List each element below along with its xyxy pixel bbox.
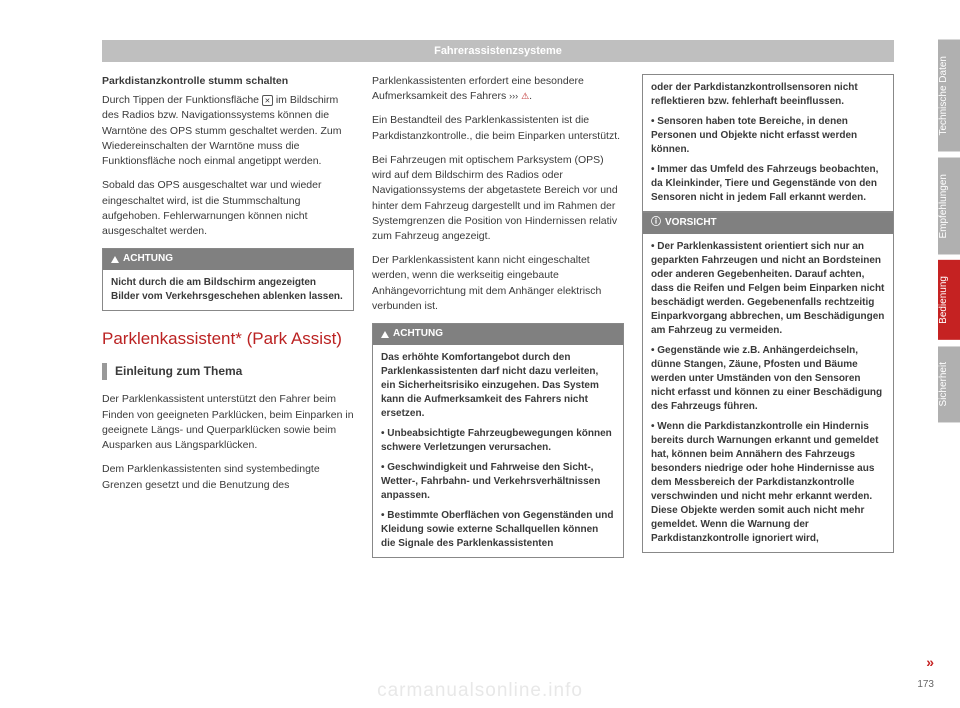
achtung-text: Das erhöhte Komfortangebot durch den Par… (381, 351, 615, 421)
paragraph: Bei Fahrzeugen mit optischem Parksystem … (372, 153, 624, 244)
tab-empfehlungen[interactable]: Empfehlungen (938, 158, 960, 255)
warning-triangle-icon (381, 331, 389, 338)
achtung-body: Das erhöhte Komfortangebot durch den Par… (373, 345, 623, 557)
warning-icon: ⚠ (521, 90, 529, 103)
content-columns: Parkdistanzkontrolle stumm schalten Durc… (102, 74, 894, 563)
achtung-label: ACHTUNG (393, 327, 443, 342)
vorsicht-body: Der Parklenkassistent orientiert sich nu… (643, 234, 893, 552)
link-arrows-icon: ››› (509, 91, 518, 101)
achtung-text: oder der Parkdistanzkontrollsensoren nic… (651, 81, 885, 109)
vorsicht-header: ⓘ VORSICHT (643, 213, 893, 234)
mute-icon: ✕ (262, 95, 273, 106)
paragraph: Sobald das OPS ausgeschaltet war und wie… (102, 178, 354, 239)
column-3: oder der Parkdistanzkontrollsensoren nic… (642, 74, 894, 563)
paragraph: Parklenkassistenten erfordert eine beson… (372, 74, 624, 104)
paragraph: Der Parklenkassistent kann nicht eingesc… (372, 253, 624, 314)
paragraph: Durch Tippen der Funktionsfläche ✕ im Bi… (102, 93, 354, 169)
heading-parklenkassistent: Parklenkassistent* (Park Assist) (102, 329, 354, 349)
text: . (529, 90, 532, 102)
continue-marker-icon: » (926, 654, 934, 670)
achtung-bullet: Immer das Umfeld des Fahrzeugs beobachte… (651, 163, 885, 205)
paragraph: Der Parklenkassistent unterstützt den Fa… (102, 392, 354, 453)
vorsicht-bullet: Der Parklenkassistent orientiert sich nu… (651, 240, 885, 338)
paragraph: Ein Bestandteil des Parklenkassistenten … (372, 113, 624, 143)
achtung-bullet: Geschwindigkeit und Fahrweise den Sicht-… (381, 461, 615, 503)
achtung-body: Nicht durch die am Bildschirm angezeigte… (103, 270, 353, 310)
text: Parklenkassistenten erfordert eine beson… (372, 75, 584, 102)
achtung-continuation: oder der Parkdistanzkontrollsensoren nic… (642, 74, 894, 212)
text: Durch Tippen der Funktionsfläche (102, 94, 262, 106)
page-number: 173 (917, 679, 934, 690)
tab-technische-daten[interactable]: Technische Daten (938, 40, 960, 152)
column-2: Parklenkassistenten erfordert eine beson… (372, 74, 624, 563)
achtung-header: ACHTUNG (103, 249, 353, 270)
manual-page: Fahrerassistenzsysteme Parkdistanzkontro… (102, 40, 894, 660)
achtung-header: ACHTUNG (373, 324, 623, 345)
vorsicht-bullet: Wenn die Parkdistanzkontrolle ein Hinder… (651, 420, 885, 546)
heading-parkdistanz: Parkdistanzkontrolle stumm schalten (102, 74, 354, 89)
achtung-text: Nicht durch die am Bildschirm angezeigte… (111, 276, 345, 304)
achtung-bullet: Sensoren haben tote Bereiche, in denen P… (651, 115, 885, 157)
achtung-bullet: Unbeabsichtigte Fahrzeugbewegungen könne… (381, 427, 615, 455)
warning-triangle-icon (111, 256, 119, 263)
info-icon: ⓘ (651, 216, 661, 231)
tab-bedienung[interactable]: Bedienung (938, 260, 960, 340)
tab-sicherheit[interactable]: Sicherheit (938, 346, 960, 422)
heading-einleitung: Einleitung zum Thema (102, 363, 354, 380)
paragraph: Dem Parklenkassistenten sind systembedin… (102, 462, 354, 492)
achtung-box: ACHTUNG Das erhöhte Komfortangebot durch… (372, 323, 624, 558)
page-header: Fahrerassistenzsysteme (102, 40, 894, 62)
vorsicht-label: VORSICHT (665, 216, 717, 231)
achtung-box: ACHTUNG Nicht durch die am Bildschirm an… (102, 248, 354, 311)
column-1: Parkdistanzkontrolle stumm schalten Durc… (102, 74, 354, 563)
watermark: carmanualsonline.info (0, 680, 960, 702)
achtung-label: ACHTUNG (123, 252, 173, 267)
vorsicht-bullet: Gegenstände wie z.B. Anhängerdeichseln, … (651, 344, 885, 414)
side-tabs: Technische Daten Empfehlungen Bedienung … (938, 40, 960, 422)
vorsicht-box: ⓘ VORSICHT Der Parklenkassistent orienti… (642, 212, 894, 553)
achtung-bullet: Bestimmte Oberflächen von Gegenständen u… (381, 509, 615, 551)
